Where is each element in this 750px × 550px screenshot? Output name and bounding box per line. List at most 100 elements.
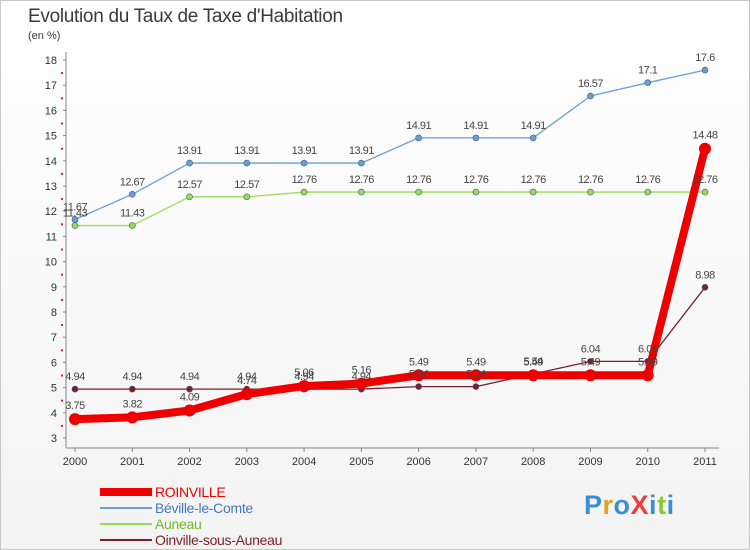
logo-letter: X xyxy=(630,490,650,520)
data-label-roinville: 5.49 xyxy=(581,356,601,368)
data-point-roinville xyxy=(69,413,81,426)
data-label-auneau: 12.57 xyxy=(234,179,259,191)
data-point-oinville-sous-auneau xyxy=(472,383,480,390)
data-label-b-ville-le-comte: 17.6 xyxy=(695,52,715,64)
data-label-b-ville-le-comte: 14.91 xyxy=(521,120,546,132)
data-label-auneau: 11.43 xyxy=(63,208,88,220)
data-point-b-ville-le-comte xyxy=(243,159,251,167)
data-label-roinville: 5.16 xyxy=(352,365,372,377)
data-point-oinville-sous-auneau xyxy=(71,385,79,393)
data-label-oinville-sous-auneau: 5.04 xyxy=(466,369,486,381)
data-label-b-ville-le-comte: 16.57 xyxy=(578,78,603,90)
data-label-oinville-sous-auneau: 6.04 xyxy=(638,343,658,355)
data-label-auneau: 12.76 xyxy=(521,174,546,186)
data-point-b-ville-le-comte xyxy=(358,159,365,167)
data-point-auneau xyxy=(358,188,365,196)
data-point-auneau xyxy=(300,188,308,196)
x-tick-label: 2008 xyxy=(521,456,545,468)
y-tick-label: 18 xyxy=(45,55,57,67)
y-tick-label: 15 xyxy=(45,131,57,143)
x-tick-label: 2000 xyxy=(63,456,87,468)
y-tick-label: 17 xyxy=(45,80,57,92)
data-label-b-ville-le-comte: 13.91 xyxy=(234,145,259,157)
data-label-b-ville-le-comte: 13.91 xyxy=(292,145,317,157)
data-point-auneau xyxy=(529,188,537,196)
logo-letter: i xyxy=(666,490,675,520)
data-label-oinville-sous-auneau: 4.94 xyxy=(237,371,257,383)
data-label-auneau: 12.76 xyxy=(463,174,488,186)
data-label-oinville-sous-auneau: 4.94 xyxy=(352,371,372,383)
data-point-b-ville-le-comte xyxy=(415,134,422,142)
legend-swatch xyxy=(100,539,152,541)
legend-label: Auneau xyxy=(155,516,202,532)
y-tick-label: 6 xyxy=(51,357,57,369)
y-tick-label: 10 xyxy=(45,257,57,269)
data-point-oinville-sous-auneau xyxy=(701,284,709,291)
y-tick-label: 16 xyxy=(45,105,57,117)
y-minor-tick xyxy=(61,374,63,377)
y-minor-tick xyxy=(61,172,63,175)
data-label-oinville-sous-auneau: 6.04 xyxy=(581,343,601,355)
data-label-oinville-sous-auneau: 4.94 xyxy=(65,371,85,383)
data-label-auneau: 12.76 xyxy=(578,174,603,186)
data-point-oinville-sous-auneau xyxy=(587,358,594,365)
data-label-auneau: 12.76 xyxy=(349,174,374,186)
x-tick-label: 2005 xyxy=(349,456,373,468)
y-tick-label: 9 xyxy=(51,282,57,294)
logo-letter: t xyxy=(657,490,667,520)
data-point-roinville xyxy=(584,369,597,382)
series-line-roinville xyxy=(71,144,709,424)
data-point-auneau xyxy=(415,188,422,196)
data-label-b-ville-le-comte: 14.91 xyxy=(463,120,488,132)
data-label-oinville-sous-auneau: 4.94 xyxy=(180,371,200,383)
data-label-oinville-sous-auneau: 5.04 xyxy=(409,369,429,381)
y-minor-tick xyxy=(61,198,63,201)
y-minor-tick xyxy=(61,399,63,402)
x-tick-label: 2001 xyxy=(120,456,144,468)
y-minor-tick xyxy=(61,324,63,327)
y-tick-label: 4 xyxy=(51,408,57,420)
data-point-b-ville-le-comte xyxy=(587,92,594,100)
data-point-b-ville-le-comte xyxy=(701,66,709,74)
y-tick-label: 3 xyxy=(51,433,57,445)
data-point-roinville xyxy=(699,142,711,155)
y-tick-label: 13 xyxy=(45,181,57,193)
chart-subtitle: (en %) xyxy=(28,30,61,42)
data-label-roinville: 4.74 xyxy=(237,375,257,387)
data-point-auneau xyxy=(186,193,193,201)
logo-letter: P xyxy=(584,490,603,520)
logo-letter: o xyxy=(613,490,631,520)
y-tick-label: 7 xyxy=(51,332,57,344)
x-tick-label: 2011 xyxy=(693,456,717,468)
data-label-auneau: 11.43 xyxy=(120,208,145,220)
logo-letter: r xyxy=(602,490,614,520)
chart-title: Evolution du Taux de Taxe d'Habitation xyxy=(28,6,343,27)
x-tick-label: 2009 xyxy=(578,456,602,468)
proxiti-logo: ProXiti xyxy=(584,490,675,521)
data-point-b-ville-le-comte xyxy=(300,159,308,167)
data-label-auneau: 12.76 xyxy=(692,174,717,186)
y-minor-tick xyxy=(61,223,63,226)
data-point-oinville-sous-auneau xyxy=(186,385,193,393)
y-minor-tick xyxy=(61,122,63,125)
data-point-auneau xyxy=(128,222,136,229)
y-minor-tick xyxy=(61,273,63,276)
data-label-oinville-sous-auneau: 5.54 xyxy=(523,356,543,368)
data-label-auneau: 12.57 xyxy=(177,179,202,191)
legend-label: ROINVILLE xyxy=(155,484,226,500)
data-point-auneau xyxy=(587,188,594,196)
x-tick-label: 2007 xyxy=(464,456,488,468)
data-point-auneau xyxy=(701,188,709,196)
data-point-roinville xyxy=(240,388,253,401)
series-line-auneau xyxy=(74,191,706,227)
data-point-roinville xyxy=(527,369,540,382)
logo-letter: i xyxy=(649,490,658,520)
data-point-roinville xyxy=(183,404,196,417)
x-tick-label: 2002 xyxy=(177,456,201,468)
y-tick-label: 12 xyxy=(45,206,57,218)
data-label-roinville: 5.06 xyxy=(294,367,314,379)
legend-label: Béville-le-Comte xyxy=(155,500,253,516)
data-label-roinville: 4.09 xyxy=(180,392,200,404)
data-label-b-ville-le-comte: 12.67 xyxy=(120,176,145,188)
